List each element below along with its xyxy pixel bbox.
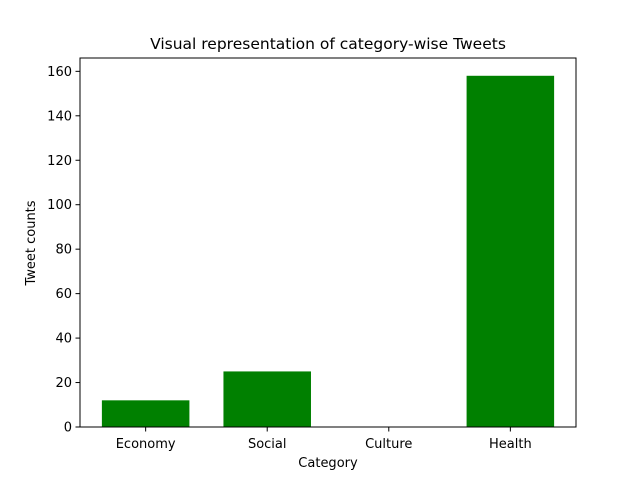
- y-tick-label: 80: [55, 243, 72, 258]
- y-tick-label: 60: [55, 287, 72, 302]
- bar-social: [223, 371, 311, 427]
- y-tick-label: 140: [47, 109, 72, 124]
- y-tick-label: 20: [55, 376, 72, 391]
- y-tick-label: 160: [47, 65, 72, 80]
- y-axis-label: Tweet counts: [24, 200, 39, 286]
- bar-economy: [101, 400, 190, 427]
- y-axis-ticks: 0 20 40 60 80 100 120 140 160: [47, 65, 80, 436]
- y-tick-label: 100: [47, 198, 72, 213]
- chart-title: Visual representation of category-wise T…: [150, 35, 506, 53]
- x-axis-ticks: Economy Social Culture Health: [116, 427, 532, 452]
- x-axis-label: Category: [298, 456, 358, 471]
- bar-health: [466, 75, 555, 427]
- x-tick-label-economy: Economy: [116, 437, 176, 452]
- y-tick-label: 120: [47, 154, 72, 169]
- x-tick-label-health: Health: [489, 437, 532, 452]
- y-tick-label: 40: [55, 332, 72, 347]
- bars-layer: [101, 75, 555, 427]
- x-tick-label-social: Social: [248, 437, 287, 452]
- x-tick-label-culture: Culture: [365, 437, 412, 452]
- y-tick-label: 0: [64, 421, 72, 436]
- plot-frame: [79, 57, 577, 428]
